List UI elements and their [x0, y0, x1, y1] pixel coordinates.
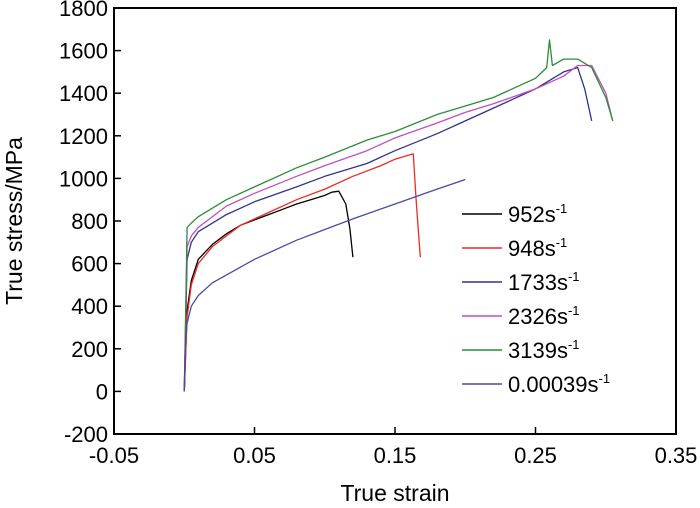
legend-item: 2326s-1 — [462, 303, 580, 329]
y-tick-label: 600 — [71, 252, 108, 277]
legend-label-text: 2326s — [508, 304, 568, 329]
y-tick-label: 1200 — [59, 124, 108, 149]
x-axis: -0.05 0.05 0.15 0.25 0.35 — [89, 427, 697, 468]
y-axis-title: True stress/MPa — [1, 137, 27, 305]
legend-label: 3139s-1 — [508, 337, 580, 363]
x-axis-title: True strain — [340, 480, 449, 506]
y-tick-label: 800 — [71, 209, 108, 234]
legend-label-superscript: -1 — [599, 371, 611, 386]
y-tick-label: -200 — [64, 422, 108, 447]
legend-label: 952s-1 — [508, 201, 567, 227]
x-tick-label: 0.25 — [514, 443, 557, 468]
legend-item: 0.00039s-1 — [462, 371, 610, 397]
legend-label-text: 952s — [508, 202, 556, 227]
legend-item: 3139s-1 — [462, 337, 580, 363]
legend-label-text: 0.00039s — [508, 372, 599, 397]
series-line-4 — [183, 39, 614, 392]
x-tick-label: 0.35 — [655, 443, 698, 468]
legend-label: 0.00039s-1 — [508, 371, 610, 397]
y-tick-label: 1000 — [59, 166, 108, 191]
y-tick-label: 1600 — [59, 39, 108, 64]
x-tick-label: 0.05 — [233, 443, 276, 468]
legend-item: 948s-1 — [462, 235, 567, 261]
series-line-1 — [183, 153, 421, 392]
y-tick-label: 0 — [96, 379, 108, 404]
series-line-3 — [183, 64, 614, 392]
legend-label-superscript: -1 — [556, 201, 568, 216]
legend-label-superscript: -1 — [568, 269, 580, 284]
series-line-0 — [183, 190, 354, 392]
series-line-2 — [183, 66, 593, 392]
x-tick-label: -0.05 — [89, 443, 139, 468]
plot-frame — [113, 7, 677, 435]
y-axis: -200 0 200 400 600 800 1000 1200 1400 1600 1800 — [59, 0, 121, 447]
series-line-5 — [183, 178, 466, 392]
legend-label-superscript: -1 — [568, 337, 580, 352]
legend: 952s-1948s-11733s-12326s-13139s-10.00039… — [462, 201, 610, 397]
legend-label-superscript: -1 — [556, 235, 568, 250]
y-tick-label: 1400 — [59, 81, 108, 106]
y-tick-label: 400 — [71, 294, 108, 319]
legend-label: 948s-1 — [508, 235, 567, 261]
legend-label-superscript: -1 — [568, 303, 580, 318]
legend-label-text: 1733s — [508, 270, 568, 295]
legend-label: 1733s-1 — [508, 269, 580, 295]
x-tick-label: 0.15 — [374, 443, 417, 468]
y-tick-label: 1800 — [59, 0, 108, 21]
legend-label-text: 948s — [508, 236, 556, 261]
plot-area — [183, 39, 614, 392]
legend-label: 2326s-1 — [508, 303, 580, 329]
legend-item: 1733s-1 — [462, 269, 580, 295]
y-tick-label: 200 — [71, 337, 108, 362]
legend-item: 952s-1 — [462, 201, 567, 227]
legend-label-text: 3139s — [508, 338, 568, 363]
